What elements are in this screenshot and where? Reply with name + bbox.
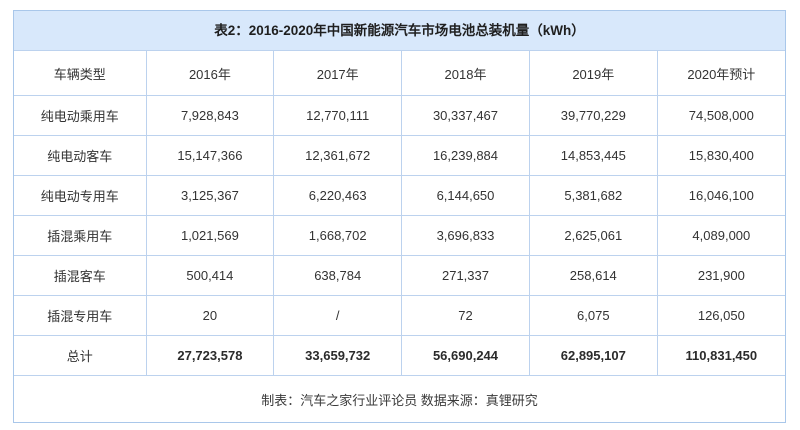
table-card: 表2：2016-2020年中国新能源汽车市场电池总装机量（kWh） 车辆类型 2… bbox=[13, 10, 786, 423]
cell-value: 39,770,229 bbox=[528, 95, 658, 136]
cell-value: 1,668,702 bbox=[273, 215, 403, 256]
cell-value: 12,770,111 bbox=[273, 95, 403, 136]
footer-row: 制表：汽车之家行业评论员 数据来源：真锂研究 bbox=[14, 375, 785, 422]
cell-value: 1,021,569 bbox=[145, 215, 275, 256]
cell-value: 15,830,400 bbox=[656, 135, 785, 176]
cell-value: 14,853,445 bbox=[528, 135, 658, 176]
cell-value-total: 62,895,107 bbox=[528, 335, 658, 376]
row-label: 纯电动乘用车 bbox=[14, 95, 147, 136]
cell-value: 72 bbox=[401, 295, 530, 336]
column-header-vehicle-type: 车辆类型 bbox=[14, 51, 147, 96]
column-header-2018: 2018年 bbox=[401, 51, 530, 96]
table-row: 纯电动乘用车 7,928,843 12,770,111 30,337,467 3… bbox=[14, 95, 785, 136]
cell-value: 15,147,366 bbox=[145, 135, 275, 176]
row-label: 纯电动专用车 bbox=[14, 175, 147, 216]
column-header-2020-forecast: 2020年预计 bbox=[656, 51, 785, 96]
cell-value-total: 33,659,732 bbox=[273, 335, 403, 376]
table-row: 插混乘用车 1,021,569 1,668,702 3,696,833 2,62… bbox=[14, 215, 785, 256]
total-row: 总计 27,723,578 33,659,732 56,690,244 62,8… bbox=[14, 335, 785, 376]
cell-value: 258,614 bbox=[528, 255, 658, 296]
battery-install-table: 车辆类型 2016年 2017年 2018年 2019年 2020年预计 纯电动… bbox=[14, 51, 785, 422]
cell-value: 16,046,100 bbox=[656, 175, 785, 216]
cell-value: 6,144,650 bbox=[401, 175, 530, 216]
cell-value-total: 110,831,450 bbox=[656, 335, 785, 376]
cell-value: 500,414 bbox=[145, 255, 275, 296]
table-row: 纯电动专用车 3,125,367 6,220,463 6,144,650 5,3… bbox=[14, 175, 785, 216]
cell-value: 4,089,000 bbox=[656, 215, 785, 256]
cell-value-total: 56,690,244 bbox=[401, 335, 530, 376]
cell-value: 638,784 bbox=[273, 255, 403, 296]
cell-value: 12,361,672 bbox=[273, 135, 403, 176]
cell-value: 2,625,061 bbox=[528, 215, 658, 256]
column-header-2017: 2017年 bbox=[273, 51, 403, 96]
table-row: 插混客车 500,414 638,784 271,337 258,614 231… bbox=[14, 255, 785, 296]
column-header-2016: 2016年 bbox=[145, 51, 275, 96]
row-label: 插混客车 bbox=[14, 255, 147, 296]
cell-value: 3,125,367 bbox=[145, 175, 275, 216]
column-header-2019: 2019年 bbox=[528, 51, 658, 96]
cell-value: 7,928,843 bbox=[145, 95, 275, 136]
table-row: 插混专用车 20 / 72 6,075 126,050 bbox=[14, 295, 785, 336]
cell-value-total: 27,723,578 bbox=[145, 335, 275, 376]
header-row: 车辆类型 2016年 2017年 2018年 2019年 2020年预计 bbox=[14, 51, 785, 96]
cell-value: / bbox=[273, 295, 403, 336]
row-label: 插混乘用车 bbox=[14, 215, 147, 256]
row-label: 纯电动客车 bbox=[14, 135, 147, 176]
cell-value: 74,508,000 bbox=[656, 95, 785, 136]
row-label-total: 总计 bbox=[14, 335, 147, 376]
cell-value: 6,220,463 bbox=[273, 175, 403, 216]
row-label: 插混专用车 bbox=[14, 295, 147, 336]
table-row: 纯电动客车 15,147,366 12,361,672 16,239,884 1… bbox=[14, 135, 785, 176]
cell-value: 6,075 bbox=[528, 295, 658, 336]
cell-value: 231,900 bbox=[656, 255, 785, 296]
cell-value: 3,696,833 bbox=[401, 215, 530, 256]
table-title: 表2：2016-2020年中国新能源汽车市场电池总装机量（kWh） bbox=[14, 11, 785, 51]
cell-value: 20 bbox=[145, 295, 275, 336]
cell-value: 30,337,467 bbox=[401, 95, 530, 136]
table-source-note: 制表：汽车之家行业评论员 数据来源：真锂研究 bbox=[14, 375, 785, 422]
cell-value: 271,337 bbox=[401, 255, 530, 296]
cell-value: 5,381,682 bbox=[528, 175, 658, 216]
cell-value: 16,239,884 bbox=[401, 135, 530, 176]
cell-value: 126,050 bbox=[656, 295, 785, 336]
